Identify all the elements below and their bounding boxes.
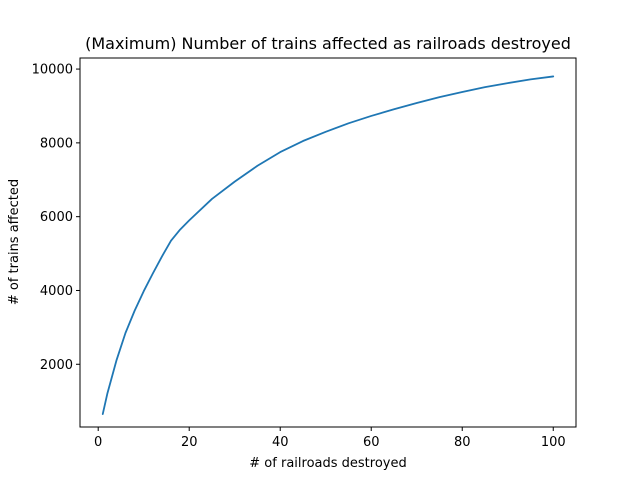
x-tick-label: 40 bbox=[272, 435, 289, 450]
x-tick-label: 20 bbox=[181, 435, 198, 450]
chart-title: (Maximum) Number of trains affected as r… bbox=[85, 34, 571, 53]
x-axis-label: # of railroads destroyed bbox=[249, 456, 406, 471]
x-tick-label: 60 bbox=[363, 435, 380, 450]
x-tick-label: 80 bbox=[454, 435, 471, 450]
plot-area bbox=[79, 57, 577, 428]
x-tick-label: 100 bbox=[541, 435, 566, 450]
x-tick-label: 0 bbox=[94, 435, 102, 450]
y-tick-label: 8000 bbox=[40, 136, 73, 151]
series-layer bbox=[101, 75, 555, 415]
y-axis: 2000 4000 6000 8000 10000 bbox=[32, 63, 80, 373]
y-axis-label: # of trains affected bbox=[7, 179, 22, 305]
y-tick-label: 4000 bbox=[40, 284, 73, 299]
x-axis: 0 20 40 60 80 100 bbox=[94, 427, 566, 450]
y-tick-label: 6000 bbox=[40, 210, 73, 225]
series-line bbox=[101, 75, 555, 415]
y-tick-label: 10000 bbox=[32, 63, 73, 78]
y-tick-label: 2000 bbox=[40, 358, 73, 373]
